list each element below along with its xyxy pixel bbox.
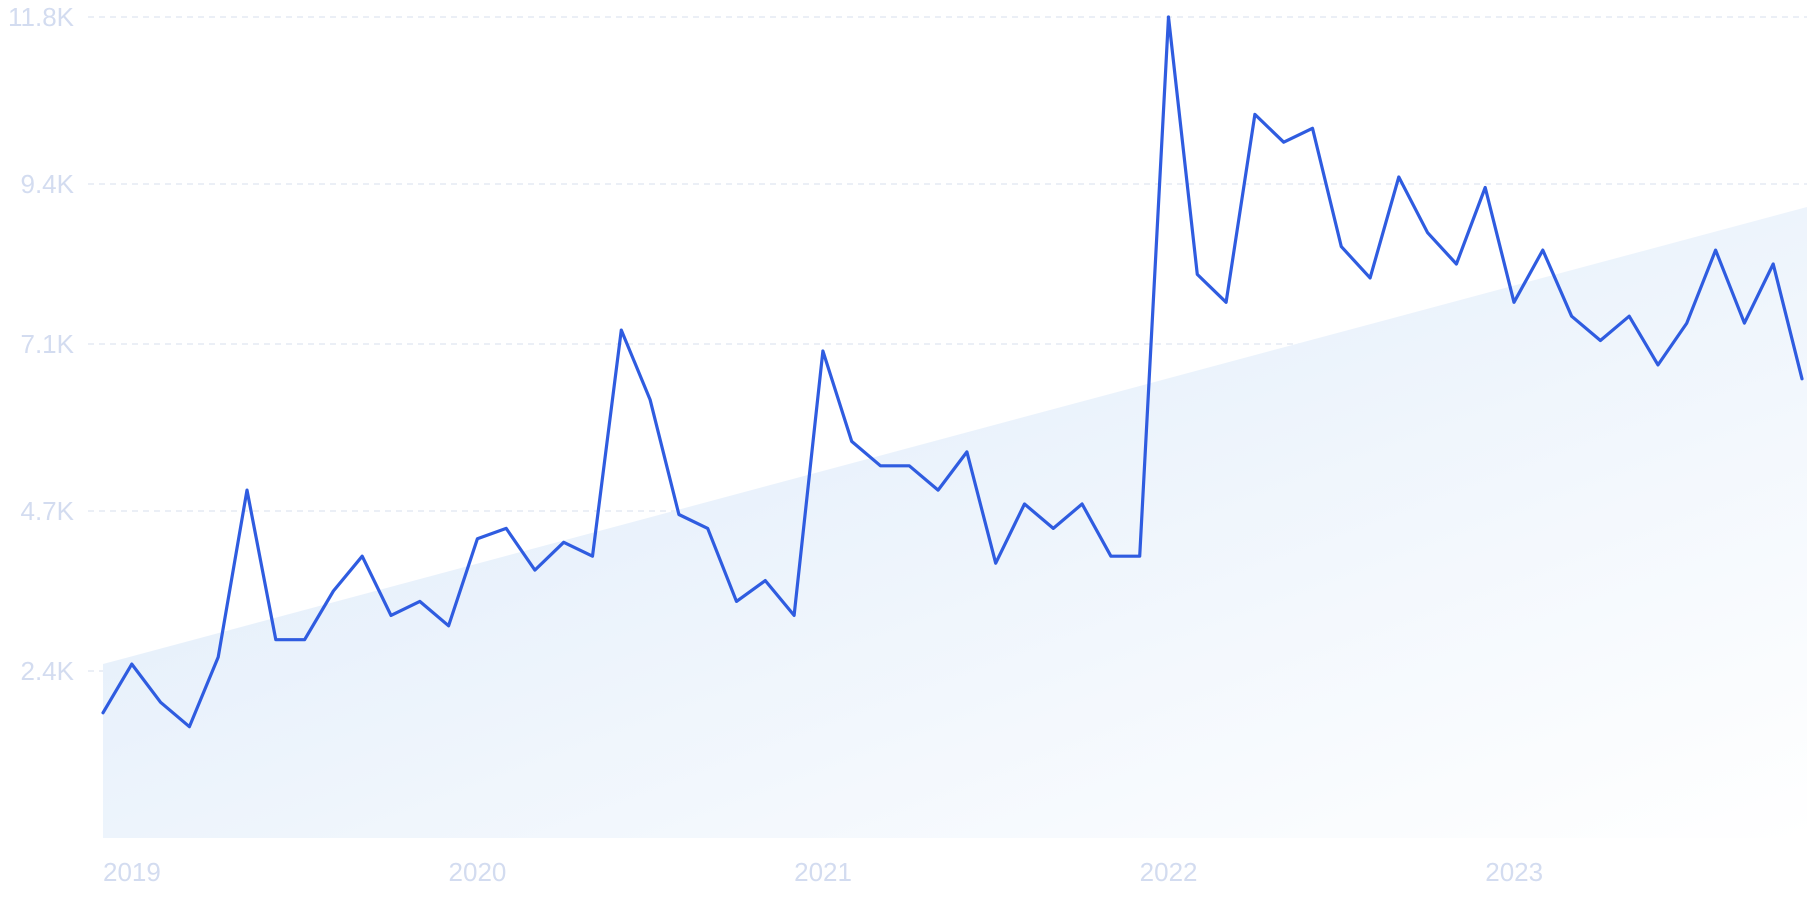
data-point (330, 588, 336, 594)
data-point (1223, 299, 1229, 305)
data-point (215, 654, 221, 660)
data-point (734, 598, 740, 604)
x-tick-label: 2023 (1485, 857, 1543, 887)
x-tick-label: 2022 (1140, 857, 1198, 887)
data-point (1626, 313, 1632, 319)
data-point (1540, 247, 1546, 253)
data-point (129, 661, 135, 667)
data-point (906, 463, 912, 469)
series-line (100, 14, 1805, 730)
y-tick-label: 2.4K (21, 656, 75, 686)
data-point (474, 536, 480, 542)
data-point (820, 348, 826, 354)
data-point (791, 612, 797, 618)
data-point (993, 560, 999, 566)
data-point (1281, 139, 1287, 145)
data-point (417, 598, 423, 604)
data-point (1511, 299, 1517, 305)
data-point (1252, 111, 1258, 117)
data-point (1655, 362, 1661, 368)
y-tick-label: 9.4K (21, 169, 75, 199)
data-point (446, 623, 452, 629)
data-point (647, 397, 653, 403)
data-point (1194, 271, 1200, 277)
data-point (388, 612, 394, 618)
data-point (1022, 501, 1028, 507)
data-point (1684, 320, 1690, 326)
data-point (964, 449, 970, 455)
y-tick-label: 11.8K (8, 2, 75, 32)
data-point (935, 487, 941, 493)
data-point (1050, 525, 1056, 531)
data-point (1108, 553, 1114, 559)
data-point (273, 637, 279, 643)
data-point (878, 463, 884, 469)
data-point (302, 637, 308, 643)
data-point (532, 567, 538, 573)
trend-area (103, 206, 1807, 838)
data-point (1569, 313, 1575, 319)
data-point (359, 553, 365, 559)
data-point (1079, 501, 1085, 507)
series-line-path (101, 15, 1804, 729)
data-point (1713, 247, 1719, 253)
data-point (1396, 174, 1402, 180)
data-point (1741, 320, 1747, 326)
data-point (244, 487, 250, 493)
data-point (1799, 376, 1805, 382)
data-point (100, 710, 106, 716)
x-tick-label: 2019 (103, 857, 161, 887)
data-point (762, 578, 768, 584)
data-point (1425, 230, 1431, 236)
data-point (1137, 553, 1143, 559)
data-point (158, 699, 164, 705)
data-point (1310, 125, 1316, 131)
data-point (1482, 185, 1488, 191)
trend-area-fill (103, 206, 1807, 838)
y-axis-ticks: 2.4K 4.7K 7.1K 9.4K 11.8K (8, 2, 75, 686)
y-tick-label: 7.1K (21, 329, 75, 359)
data-point (561, 539, 567, 545)
data-point (503, 525, 509, 531)
data-point (1453, 261, 1459, 267)
data-point (1166, 14, 1172, 20)
y-tick-label: 4.7K (21, 496, 75, 526)
data-point (590, 553, 596, 559)
x-tick-label: 2021 (794, 857, 852, 887)
data-point (705, 525, 711, 531)
x-tick-label: 2020 (449, 857, 507, 887)
data-point (1367, 275, 1373, 281)
data-point (1597, 338, 1603, 344)
data-point (849, 438, 855, 444)
data-point (618, 327, 624, 333)
data-point (1770, 261, 1776, 267)
data-point (186, 724, 192, 730)
data-point (676, 512, 682, 518)
x-axis-ticks: 2019 2020 2021 2022 2023 (103, 857, 1543, 887)
data-point (1338, 244, 1344, 250)
